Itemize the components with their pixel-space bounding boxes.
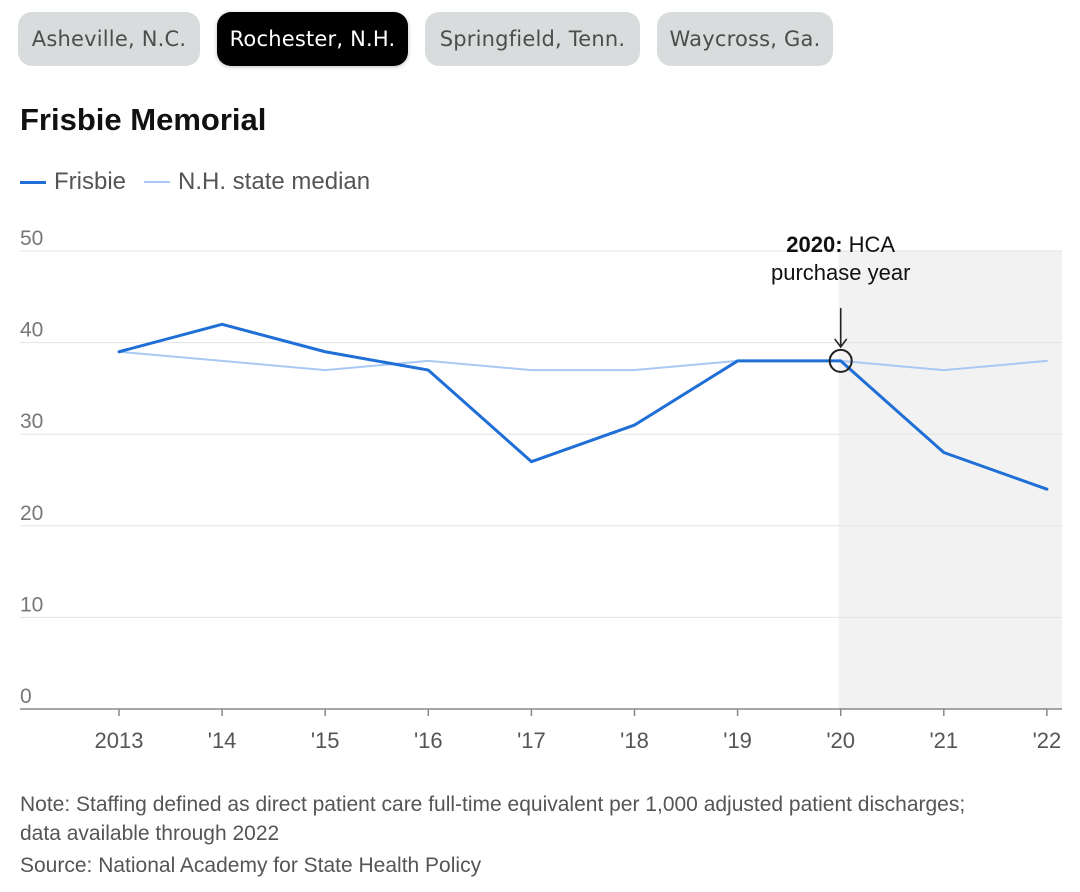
x-tick-label: '16	[414, 728, 443, 753]
annotation-year: 2020:	[786, 232, 842, 257]
tab-rochester[interactable]: Rochester, N.H.	[217, 12, 408, 66]
x-tick-label: '18	[620, 728, 649, 753]
annotation-circle	[828, 348, 853, 373]
chart-source: Source: National Academy for State Healt…	[20, 854, 482, 877]
chart-title: Frisbie Memorial	[20, 102, 267, 137]
annotation-arrow-head	[834, 338, 848, 349]
legend-item-median: N.H. state median	[144, 168, 370, 196]
x-tick-label: '17	[517, 728, 546, 753]
legend-label-frisbie: Frisbie	[54, 168, 127, 195]
line-chart: 0 10 20 30 40 50 2013 '14 '15 '16 '17 '18 '19 '20 '21 '…	[20, 227, 1062, 753]
chart-legend: Frisbie N.H. state median	[20, 168, 388, 196]
y-tick-label: 20	[20, 502, 43, 525]
x-tick-label: 2013	[95, 728, 144, 753]
x-tick-label: '21	[929, 728, 958, 753]
annotation-label-line1: 2020: HCA	[786, 232, 895, 257]
y-tick-label: 50	[20, 227, 43, 250]
tab-waycross[interactable]: Waycross, Ga.	[657, 12, 833, 66]
series-line-frisbie	[117, 322, 1049, 491]
chart-note: Note: Staffing defined as direct patient…	[20, 793, 966, 845]
legend-swatch-frisbie	[20, 180, 46, 184]
series-line-median	[118, 350, 1048, 372]
annotation-label-line2: purchase year	[771, 260, 910, 285]
x-tick-label: '19	[723, 728, 752, 753]
y-tick-label: 0	[20, 685, 32, 708]
tab-asheville[interactable]: Asheville, N.C.	[18, 12, 200, 66]
annotation-text: HCA	[843, 232, 896, 257]
post-purchase-shade	[838, 251, 1062, 709]
legend-item-frisbie: Frisbie	[20, 168, 126, 196]
x-tick-label: '15	[311, 728, 340, 753]
legend-swatch-median	[144, 181, 171, 183]
tab-springfield[interactable]: Springfield, Tenn.	[425, 12, 640, 66]
x-tick-label: '22	[1033, 728, 1062, 753]
y-tick-label: 10	[20, 593, 43, 616]
x-tick-label: '20	[826, 728, 855, 753]
y-tick-label: 40	[20, 319, 43, 342]
legend-label-median: N.H. state median	[178, 168, 371, 195]
x-tick-label: '14	[208, 728, 237, 753]
y-tick-label: 30	[20, 410, 43, 433]
